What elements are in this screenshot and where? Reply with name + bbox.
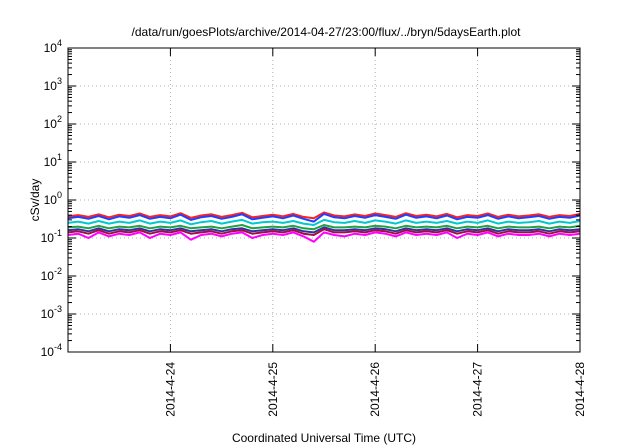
series-line-7 bbox=[67, 231, 581, 243]
y-tick-label: 104 bbox=[44, 38, 62, 55]
series-group bbox=[67, 211, 581, 243]
series-line-1 bbox=[67, 211, 581, 220]
y-axis: 10-4 10-3 10-2 10-1 100 101 102 103 104 bbox=[41, 38, 580, 359]
x-tick-label: 2014-4-28 bbox=[573, 362, 587, 417]
y-tick-label: 10-1 bbox=[41, 228, 62, 245]
chart-title: /data/run/goesPlots/archive/2014-04-27/2… bbox=[132, 25, 522, 39]
series-line-6 bbox=[67, 228, 581, 236]
y-tick-label: 103 bbox=[44, 76, 62, 93]
series-line-2 bbox=[67, 212, 581, 223]
x-axis-label: Coordinated Universal Time (UTC) bbox=[232, 431, 416, 445]
grid bbox=[68, 48, 580, 352]
x-tick-label: 2014-4-27 bbox=[471, 362, 485, 417]
series-line-4 bbox=[67, 224, 581, 231]
x-tick-label: 2014-4-26 bbox=[368, 362, 382, 417]
x-axis: 2014-4-24 2014-4-25 2014-4-26 2014-4-27 2014… bbox=[163, 48, 587, 417]
x-tick-label: 2014-4-24 bbox=[163, 362, 177, 417]
y-tick-label: 101 bbox=[44, 152, 62, 169]
y-tick-label: 100 bbox=[44, 190, 62, 207]
series-line-5 bbox=[67, 226, 581, 234]
y-tick-label: 102 bbox=[44, 114, 62, 131]
y-tick-label: 10-3 bbox=[41, 304, 62, 321]
y-axis-label: cSv/day bbox=[28, 179, 42, 222]
y-tick-label: 10-4 bbox=[41, 342, 62, 359]
series-line-3 bbox=[67, 218, 581, 226]
y-tick-label: 10-2 bbox=[41, 266, 62, 283]
x-tick-label: 2014-4-25 bbox=[266, 362, 280, 417]
